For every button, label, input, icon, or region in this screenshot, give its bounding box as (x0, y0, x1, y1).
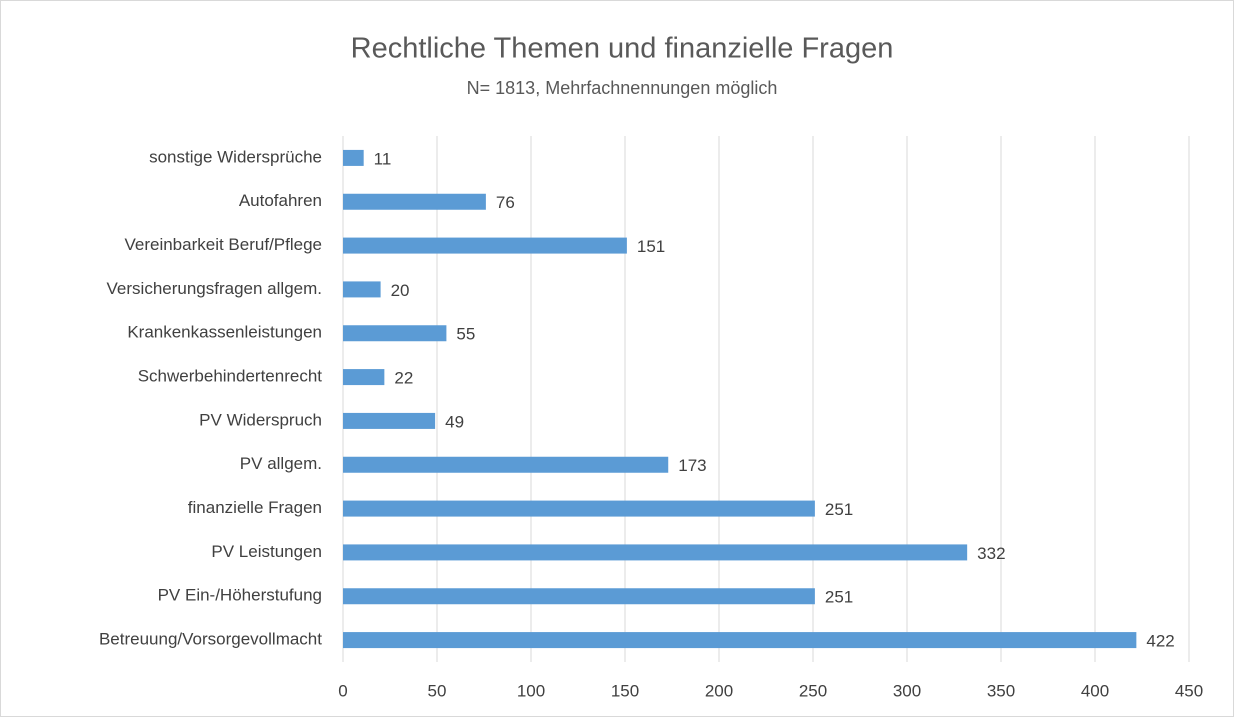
bar (343, 325, 447, 342)
value-label: 49 (445, 412, 464, 431)
bar (343, 544, 968, 561)
value-label: 22 (394, 369, 413, 388)
x-tick-label: 450 (1175, 681, 1203, 700)
y-tick-label: finanzielle Fragen (188, 498, 322, 517)
y-tick-label: PV Leistungen (211, 542, 322, 561)
bar (343, 193, 486, 210)
value-label: 332 (977, 544, 1005, 563)
value-label: 151 (637, 237, 665, 256)
y-tick-label: Krankenkassenleistungen (127, 323, 322, 342)
x-tick-label: 0 (338, 681, 347, 700)
x-tick-label: 150 (611, 681, 639, 700)
bar (343, 588, 815, 605)
value-label: 20 (391, 281, 410, 300)
y-tick-label: Schwerbehindertenrecht (138, 367, 323, 386)
y-tick-label: PV Ein-/Höherstufung (158, 586, 322, 605)
bar (343, 237, 627, 254)
bar (343, 281, 381, 298)
y-tick-label: Versicherungsfragen allgem. (107, 279, 322, 298)
bar (343, 456, 669, 473)
y-tick-label: sonstige Widersprüche (149, 147, 322, 166)
chart-subtitle: N= 1813, Mehrfachnennungen möglich (467, 78, 778, 98)
value-label: 76 (496, 193, 515, 212)
y-tick-label: PV allgem. (240, 454, 322, 473)
value-label: 55 (456, 325, 475, 344)
chart-title: Rechtliche Themen und finanzielle Fragen (351, 33, 894, 65)
x-tick-label: 300 (893, 681, 921, 700)
x-tick-label: 350 (987, 681, 1015, 700)
x-tick-label: 250 (799, 681, 827, 700)
bar (343, 369, 385, 386)
value-label: 173 (678, 456, 706, 475)
y-tick-label: Autofahren (239, 191, 322, 210)
value-label: 251 (825, 500, 853, 519)
value-label: 11 (374, 149, 392, 168)
x-tick-label: 200 (705, 681, 733, 700)
bar (343, 500, 815, 517)
bar (343, 632, 1137, 649)
y-tick-label: Betreuung/Vorsorgevollmacht (99, 630, 322, 649)
bar (343, 412, 436, 429)
y-tick-label: PV Widerspruch (199, 410, 322, 429)
value-label: 422 (1146, 632, 1174, 651)
x-tick-label: 50 (428, 681, 447, 700)
x-tick-label: 100 (517, 681, 545, 700)
y-tick-label: Vereinbarkeit Beruf/Pflege (124, 235, 322, 254)
bar (343, 149, 364, 166)
x-tick-label: 400 (1081, 681, 1109, 700)
value-label: 251 (825, 588, 853, 607)
